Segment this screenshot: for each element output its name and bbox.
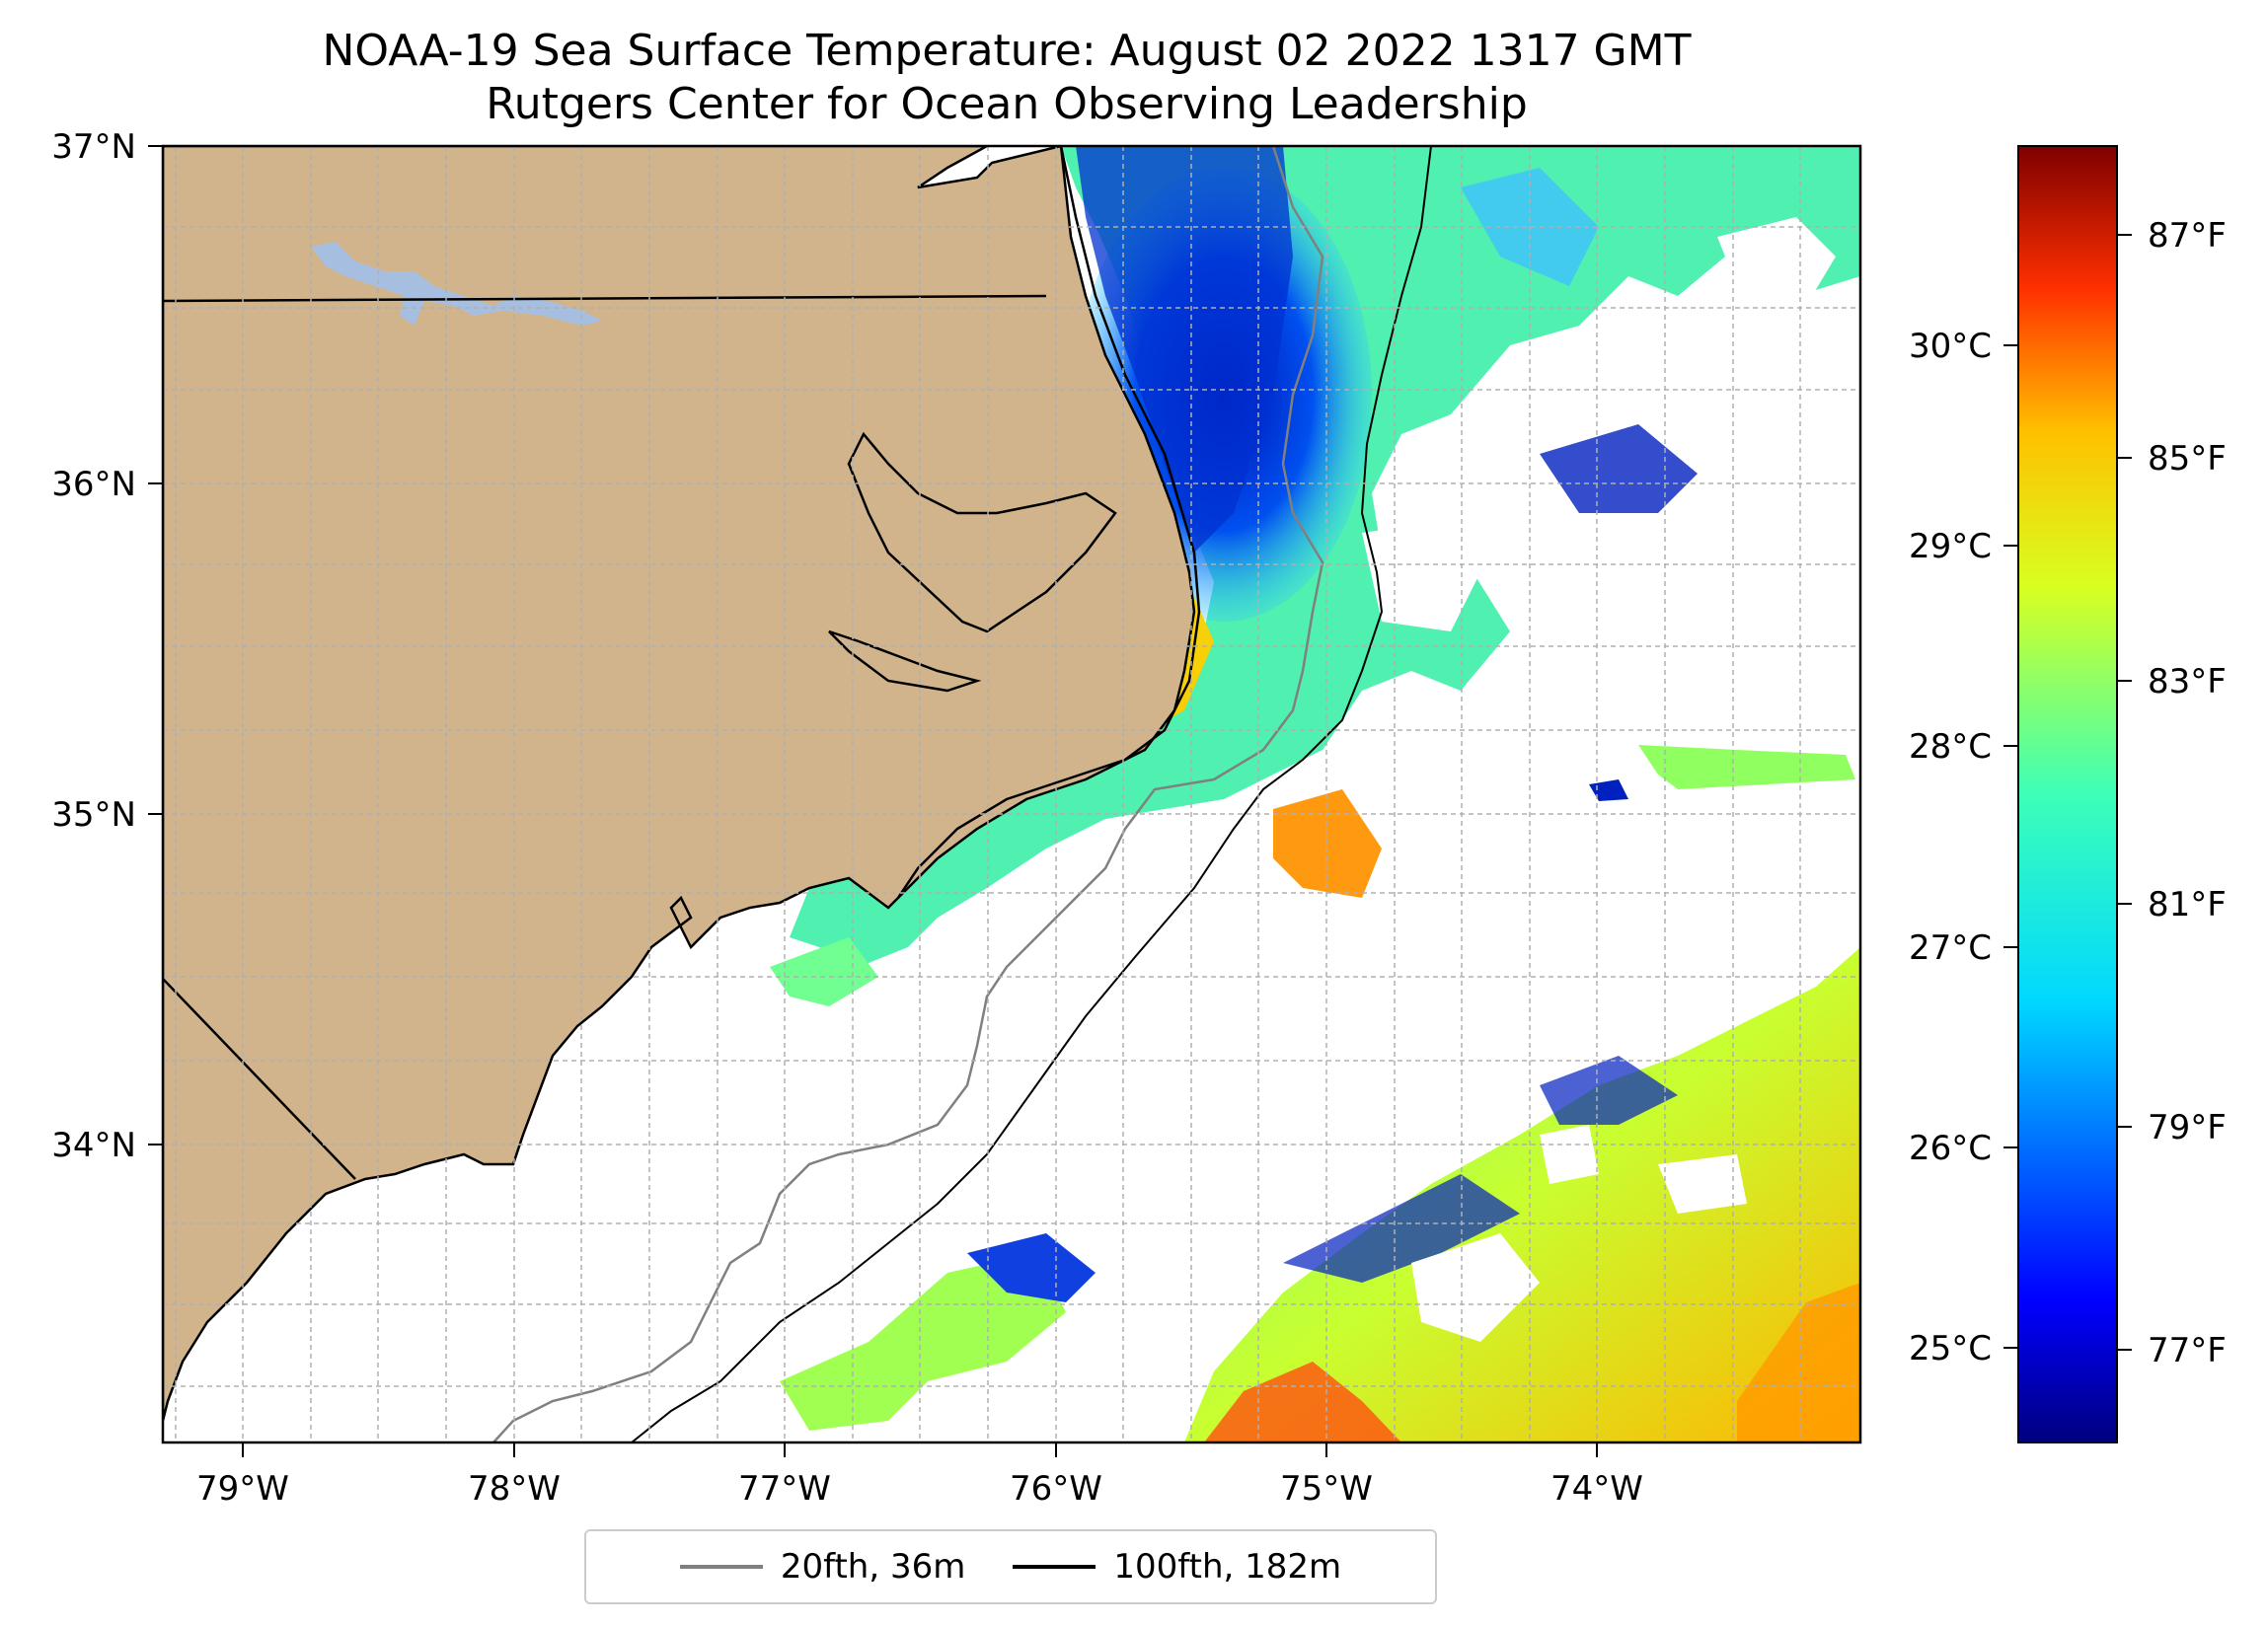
colorbar-label-26c: 26°C [1909, 1129, 1992, 1168]
chart-title: NOAA-19 Sea Surface Temperature: August … [322, 26, 1692, 76]
state-boundary-south-carolina [163, 978, 356, 1180]
latitude-axis [148, 145, 163, 1146]
lon-label-76w: 76°W [1010, 1469, 1102, 1509]
colorbar-label-28c: 28°C [1909, 727, 1992, 767]
chart-subtitle: Rutgers Center for Ocean Observing Leade… [486, 79, 1528, 129]
lat-label-34: 34°N [51, 1126, 136, 1165]
land-area [163, 146, 1196, 1422]
legend-item-100fth: 100fth, 182m [1013, 1547, 1341, 1587]
lake [311, 242, 602, 326]
lat-label-37: 37°N [51, 127, 136, 167]
legend: 20fth, 36m 100fth, 182m [584, 1529, 1437, 1604]
longitude-axis [242, 1442, 1598, 1457]
legend-label-100fth: 100fth, 182m [1113, 1547, 1342, 1587]
legend-item-20fth: 20fth, 36m [679, 1547, 966, 1587]
lon-label-75w: 75°W [1280, 1469, 1373, 1509]
colorbar-fahrenheit-ticks [2117, 234, 2132, 1351]
lon-label-74w: 74°W [1550, 1469, 1643, 1509]
colorbar-label-87f: 87°F [2148, 216, 2227, 256]
cloud-mask [1362, 217, 1836, 1342]
colorbar-label-27c: 27°C [1909, 928, 1992, 968]
colorbar-label-30c: 30°C [1909, 327, 1992, 366]
legend-label-20fth: 20fth, 36m [780, 1547, 966, 1587]
outer-banks [896, 146, 1201, 899]
colorbar-label-79f: 79°F [2148, 1108, 2227, 1147]
colorbar-label-25c: 25°C [1909, 1329, 1992, 1368]
colorbar-label-83f: 83°F [2148, 662, 2227, 702]
lon-label-79w: 79°W [196, 1469, 289, 1509]
isobath-20fth [492, 146, 1324, 1442]
map-frame [161, 144, 1862, 1444]
colorbar [2017, 145, 2118, 1443]
legend-swatch-100fth [1013, 1565, 1096, 1569]
lon-label-78w: 78°W [468, 1469, 561, 1509]
colorbar-label-85f: 85°F [2148, 439, 2227, 479]
state-boundary-virginia [163, 294, 1047, 303]
colorbar-label-77f: 77°F [2148, 1331, 2227, 1370]
legend-swatch-20fth [679, 1565, 763, 1569]
isobath-100fth [631, 146, 1432, 1442]
lat-label-35: 35°N [51, 795, 136, 835]
lon-label-77w: 77°W [738, 1469, 831, 1509]
colorbar-celsius-ticks [2003, 344, 2018, 1349]
colorbar-label-29c: 29°C [1909, 527, 1992, 566]
colorbar-label-81f: 81°F [2148, 885, 2227, 924]
gridlines [163, 146, 1860, 1442]
lat-label-36: 36°N [51, 465, 136, 504]
